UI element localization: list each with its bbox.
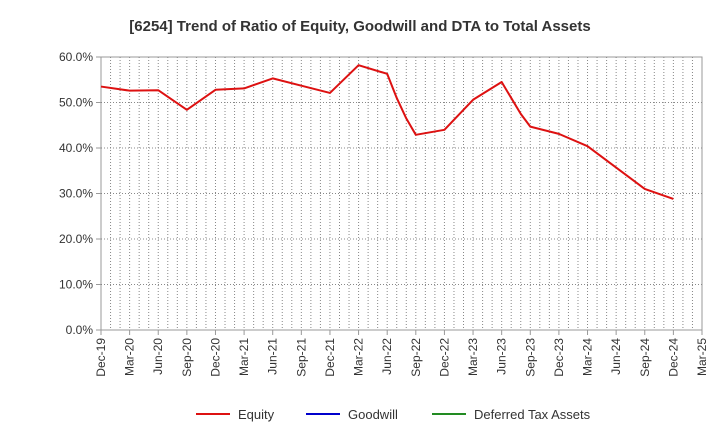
y-tick-label: 40.0%	[59, 141, 93, 155]
y-tick-label: 30.0%	[59, 187, 93, 201]
legend-label-equity: Equity	[238, 407, 275, 422]
legend: Equity Goodwill Deferred Tax Assets	[196, 407, 591, 422]
x-tick-label: Dec-21	[323, 338, 337, 377]
x-tick-label: Dec-19	[94, 338, 108, 377]
x-tick-label: Mar-24	[581, 338, 595, 376]
x-tick-label: Mar-25	[695, 338, 709, 376]
legend-label-goodwill: Goodwill	[348, 407, 398, 422]
series-line-equity	[100, 64, 674, 200]
x-gridlines	[110, 57, 693, 330]
y-tick-label: 60.0%	[59, 50, 93, 64]
x-tick-label: Dec-24	[666, 338, 680, 377]
y-tick-label: 20.0%	[59, 232, 93, 246]
x-tick-label: Sep-20	[180, 338, 194, 377]
x-tick-label: Mar-21	[237, 338, 251, 376]
x-tick-label: Sep-21	[294, 338, 308, 377]
x-tick-label: Jun-21	[266, 338, 280, 375]
x-tick-label: Jun-24	[609, 338, 623, 375]
x-tick-label: Dec-20	[208, 338, 222, 377]
x-axis: Dec-19 Mar-20 Jun-20 Sep-20 Dec-20 Mar-21 Jun-…	[94, 330, 709, 377]
x-tick-label: Mar-20	[123, 338, 137, 376]
y-tick-label: 10.0%	[59, 278, 93, 292]
series-layer	[100, 64, 674, 200]
y-tick-label: 0.0%	[66, 323, 94, 337]
y-axis: 0.0% 10.0% 20.0% 30.0% 40.0% 50.0% 60.0%	[59, 50, 101, 337]
x-tick-label: Mar-23	[466, 338, 480, 376]
x-tick-label: Sep-24	[638, 338, 652, 377]
y-gridlines	[101, 102, 702, 285]
y-tick-label: 50.0%	[59, 96, 93, 110]
x-tick-label: Sep-22	[409, 338, 423, 377]
x-tick-label: Mar-22	[352, 338, 366, 376]
x-tick-label: Jun-23	[495, 338, 509, 375]
x-tick-label: Jun-20	[151, 338, 165, 375]
x-tick-label: Sep-23	[523, 338, 537, 377]
x-tick-label: Dec-23	[552, 338, 566, 377]
x-tick-label: Dec-22	[437, 338, 451, 377]
x-tick-label: Jun-22	[380, 338, 394, 375]
chart-title: [6254] Trend of Ratio of Equity, Goodwil…	[129, 18, 590, 35]
legend-label-deferred-tax-assets: Deferred Tax Assets	[474, 407, 591, 422]
